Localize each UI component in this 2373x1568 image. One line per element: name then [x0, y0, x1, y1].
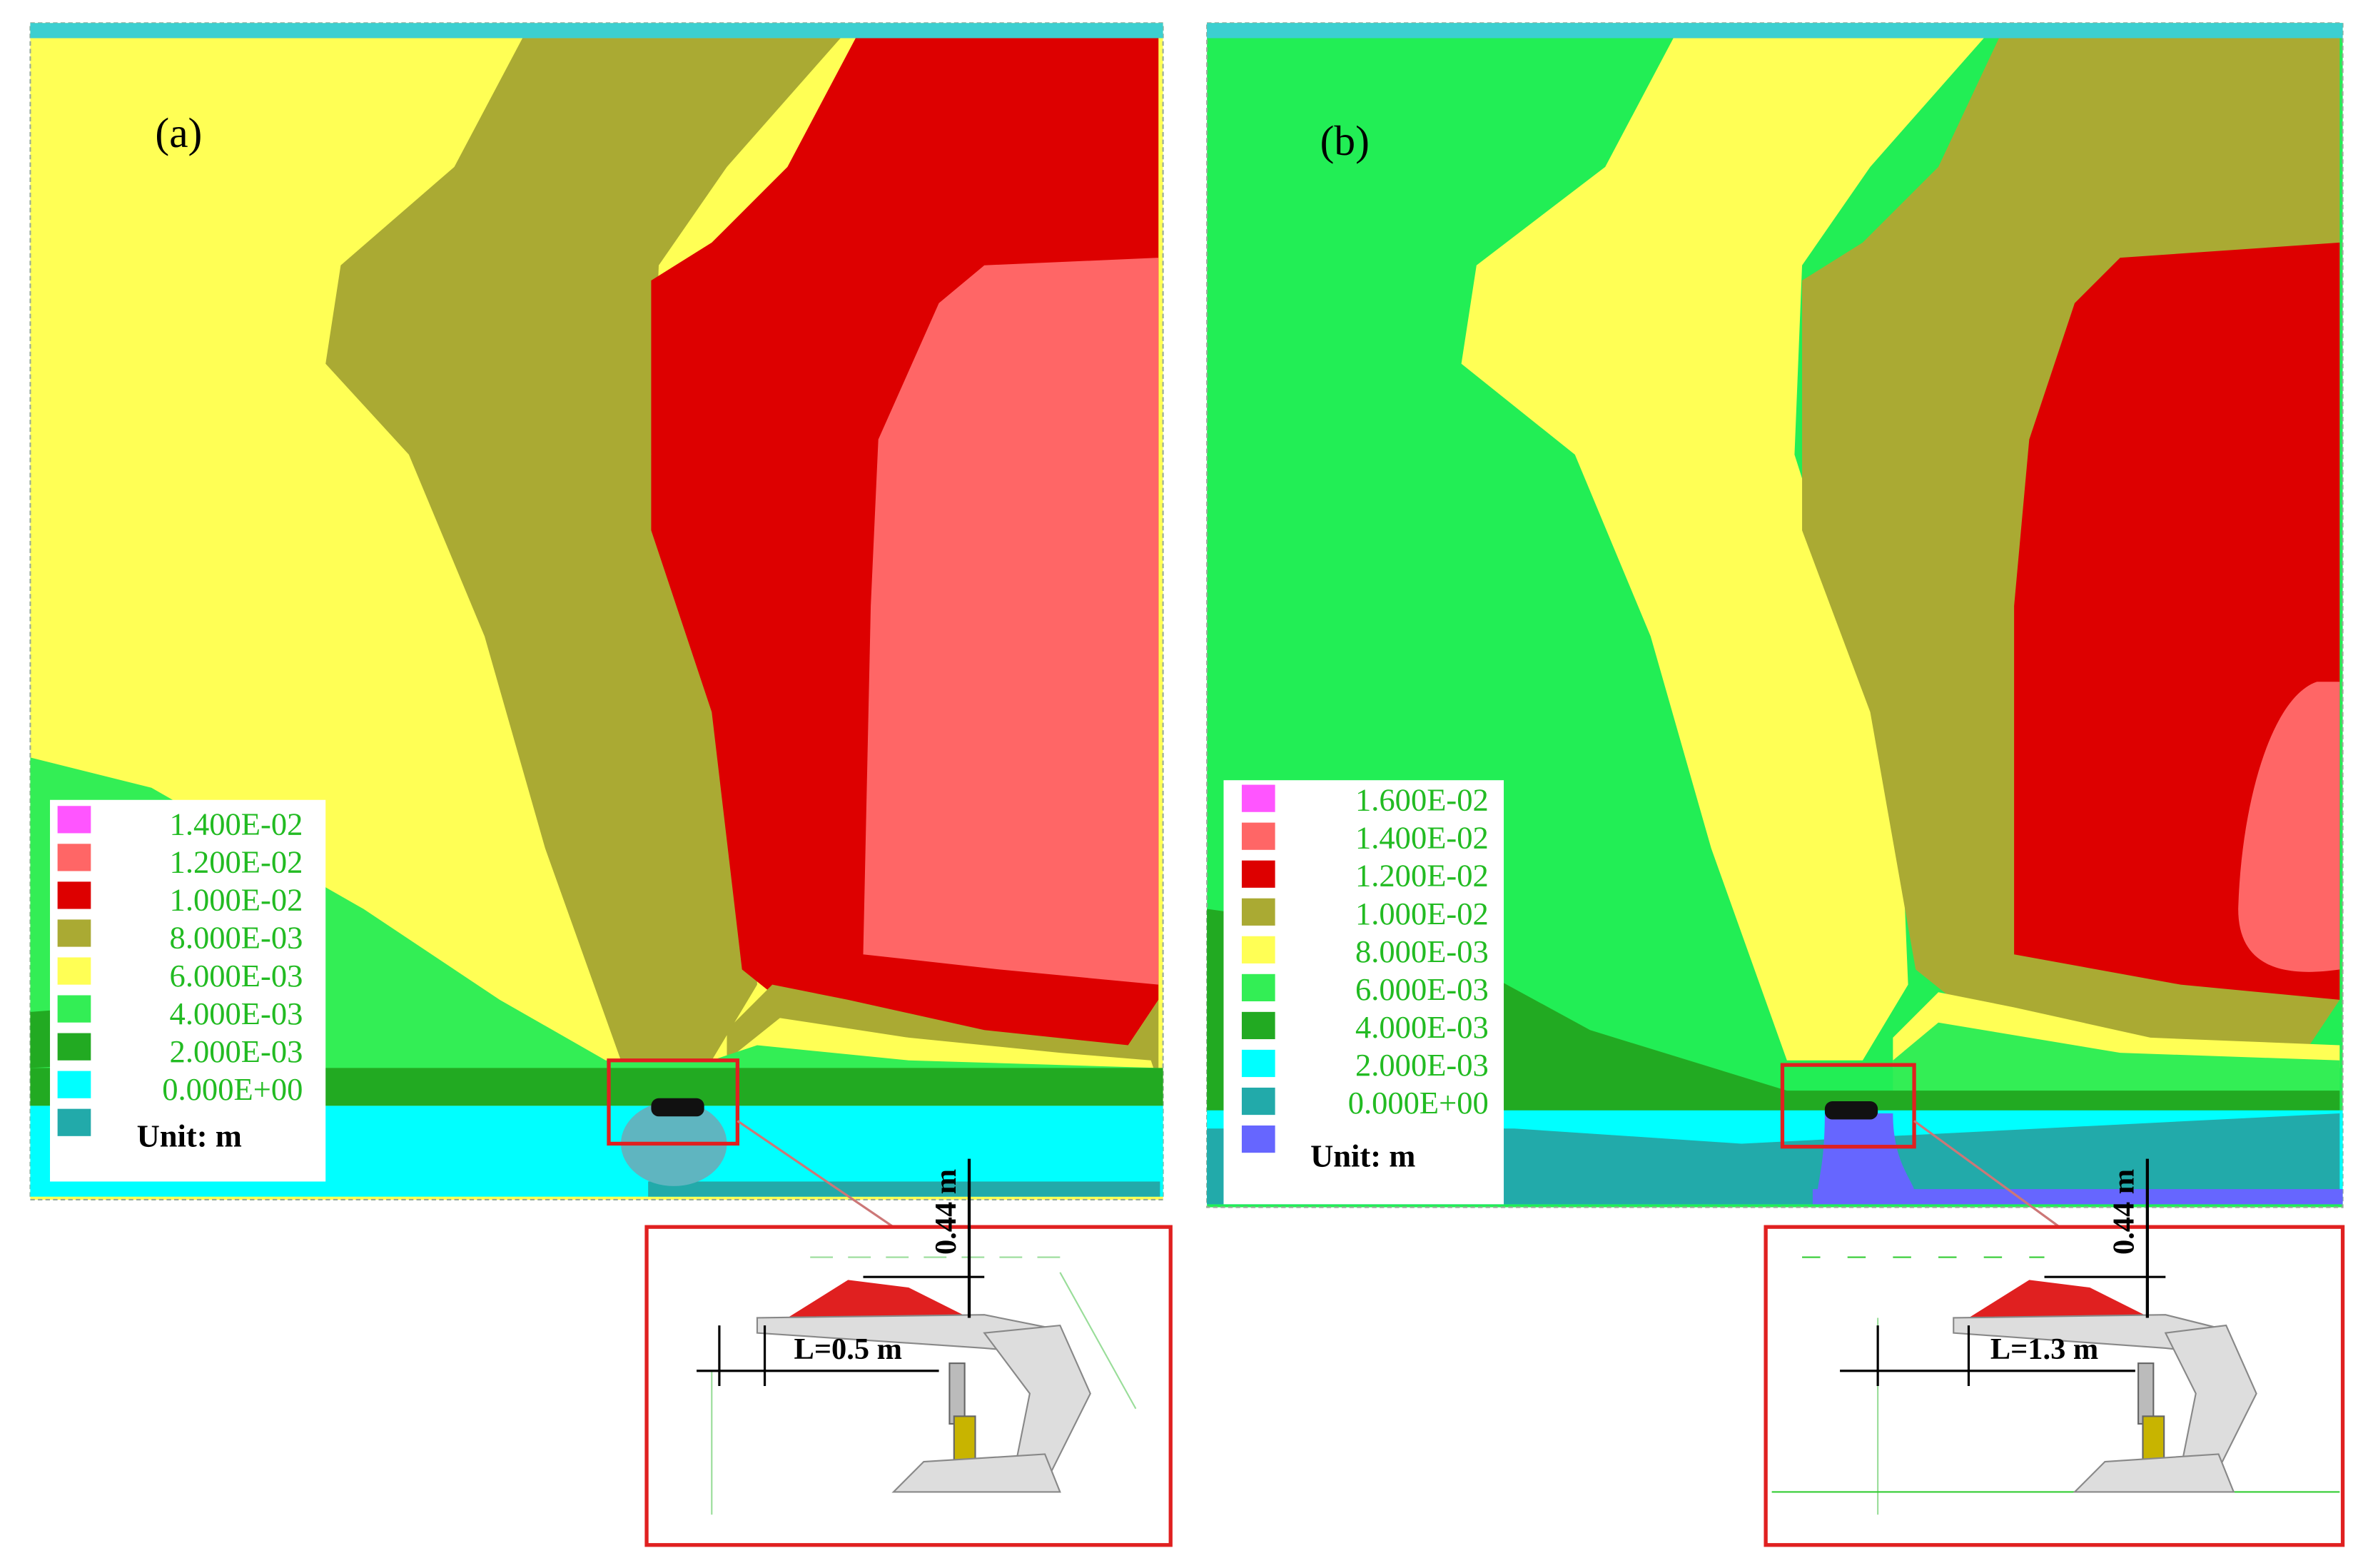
legend-label: 4.000E-03: [170, 996, 303, 1031]
legend-swatch: [1241, 973, 1275, 1001]
legend-label: 1.200E-02: [170, 844, 303, 880]
legend-swatch: [1241, 936, 1275, 963]
unit-label: Unit: m: [137, 1118, 242, 1154]
legend-label: 1.000E-02: [170, 882, 303, 918]
legend-label: 6.000E-03: [1355, 971, 1489, 1007]
legend-label: 1.000E-02: [1355, 896, 1489, 931]
panel-label: (b): [1320, 117, 1370, 164]
legend-label: 2.000E-03: [1355, 1047, 1489, 1083]
legend-swatch: [57, 919, 91, 947]
legend-swatch: [57, 1071, 91, 1098]
legend-swatch: [1241, 1049, 1275, 1078]
legend-label: 8.000E-03: [170, 920, 303, 956]
legend-swatch: [1241, 898, 1275, 926]
legend-label: 0.000E+00: [1348, 1085, 1489, 1121]
height-label: 0.44 m: [2108, 1169, 2141, 1255]
legend-swatch: [57, 844, 91, 871]
panel-label: (a): [155, 109, 202, 156]
legend-swatch: [1241, 784, 1275, 812]
legend-swatch: [57, 995, 91, 1023]
legend-box: [50, 799, 326, 1182]
legend-swatch: [1241, 1125, 1275, 1153]
legend-label: 0.000E+00: [162, 1071, 303, 1107]
legend-label: 1.400E-02: [170, 806, 303, 842]
legend-swatch: [57, 957, 91, 985]
legend-label: 6.000E-03: [170, 958, 303, 993]
legend-label: 2.000E-03: [170, 1033, 303, 1069]
legend-swatch: [57, 806, 91, 834]
legend-label: 4.000E-03: [1355, 1009, 1489, 1045]
legend-swatch: [1241, 822, 1275, 850]
legend-swatch: [1241, 1087, 1275, 1116]
legend-swatch: [57, 881, 91, 909]
length-label: L=0.5 m: [794, 1332, 902, 1366]
height-label: 0.44 m: [929, 1169, 963, 1255]
length-label: L=1.3 m: [1990, 1332, 2098, 1366]
legend-label: 1.600E-02: [1355, 782, 1489, 818]
legend-swatch: [57, 1033, 91, 1061]
legend-label: 1.200E-02: [1355, 858, 1489, 894]
legend-swatch: [1241, 1011, 1275, 1040]
legend-swatch: [1241, 860, 1275, 888]
legend-label: 8.000E-03: [1355, 934, 1489, 969]
unit-label: Unit: m: [1310, 1138, 1415, 1173]
inset-a: [644, 1120, 1173, 1547]
legend-label: 1.400E-02: [1355, 820, 1489, 856]
inset-b: [1764, 1120, 2345, 1547]
legend-swatch: [57, 1108, 91, 1136]
